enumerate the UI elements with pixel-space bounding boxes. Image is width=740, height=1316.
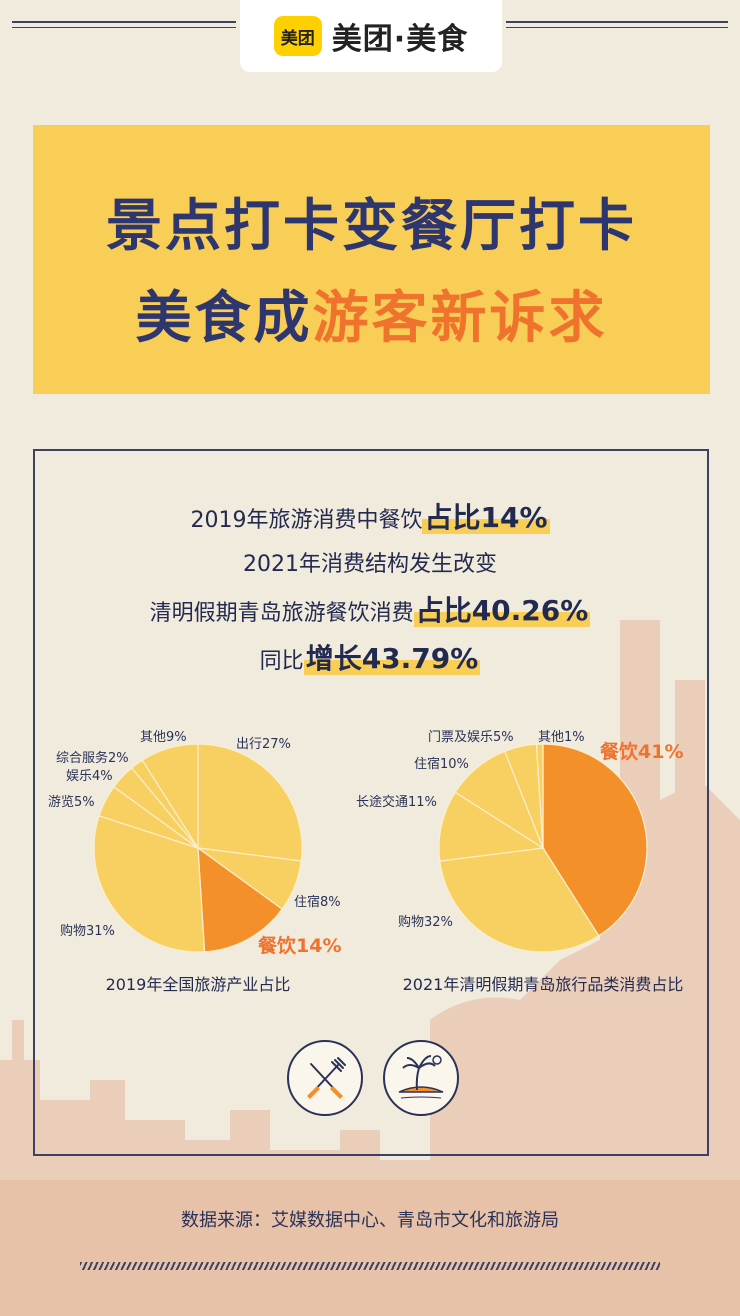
content-frame (33, 449, 709, 1156)
pie-label-购物: 购物32% (398, 914, 453, 930)
pie-label-其他: 其他1% (538, 730, 585, 745)
logo-text: 美团·美食 (331, 22, 469, 57)
pie-slice-其他 (535, 743, 544, 849)
pie-label-出行: 出行27% (236, 737, 291, 752)
title-line-2-highlight: 游客新诉求 (312, 286, 608, 351)
stat-text: 清明假期青岛旅游餐饮消费 (149, 601, 414, 626)
header-rule-left-thin (12, 27, 236, 28)
title-banner: 景点打卡变餐厅打卡 美食成游客新诉求 (33, 125, 710, 394)
pie-label-门票及娱乐: 门票及娱乐5% (428, 730, 514, 745)
stat-line-4: 同比增长43.79% (0, 637, 740, 677)
pie-label-餐饮: 餐饮14% (258, 934, 341, 957)
pie-label-其他: 其他9% (140, 730, 187, 745)
title-line-1: 景点打卡变餐厅打卡 (106, 194, 637, 259)
brand-logo: 美团 美团·美食 (240, 0, 502, 72)
pie-chart-title: 2021年清明假期青岛旅行品类消费占比 (403, 975, 684, 994)
pie-label-住宿: 住宿10% (414, 756, 469, 772)
header-rule-right (506, 21, 728, 23)
header-rule-left (12, 21, 236, 23)
logo-badge: 美团 (273, 16, 322, 56)
pie-label-游览: 游览5% (48, 794, 95, 810)
pie-label-餐饮: 餐饮41% (600, 740, 683, 763)
stat-line-2: 2021年消费结构发生改变 (0, 546, 740, 578)
pie-label-娱乐: 娱乐4% (66, 769, 113, 784)
pie-slice-其他 (141, 743, 199, 851)
pie-slice-长途交通 (438, 791, 545, 862)
title-line-2-main: 美食成 (135, 286, 313, 351)
stat-line-1: 2019年旅游消费中餐饮占比14% (0, 496, 740, 536)
pie-slice-餐饮 (197, 846, 283, 953)
stat-text: 同比 (259, 649, 304, 674)
pie-label-购物: 购物31% (60, 923, 115, 939)
pie-label-住宿: 住宿8% (294, 894, 341, 910)
pie-slice-购物 (93, 815, 206, 953)
data-source-note: 数据来源：艾媒数据中心、青岛市文化和旅游局 (181, 1210, 559, 1231)
pie-slice-出行 (197, 743, 303, 862)
header-rule-right-thin (506, 27, 728, 28)
pie-chart-title: 2019年全国旅游产业占比 (106, 975, 291, 994)
stat-highlight: 占比14% (422, 501, 550, 534)
pie-label-长途交通: 长途交通11% (356, 794, 437, 810)
pie-label-综合服务: 综合服务2% (56, 750, 129, 766)
stat-highlight: 增长43.79% (303, 642, 481, 675)
fork-knife-icon (287, 1040, 363, 1116)
title-line-2: 美食成游客新诉求 (33, 273, 710, 354)
stat-text: 2019年旅游消费中餐饮 (190, 508, 423, 533)
stat-line-3: 清明假期青岛旅游餐饮消费占比40.26% (0, 589, 740, 629)
island-palm-icon (383, 1040, 459, 1116)
pie-slice-购物 (439, 847, 600, 953)
footer-stripe (80, 1262, 660, 1270)
stat-highlight: 占比40.26% (413, 594, 591, 627)
stat-text: 2021年消费结构发生改变 (243, 552, 497, 577)
